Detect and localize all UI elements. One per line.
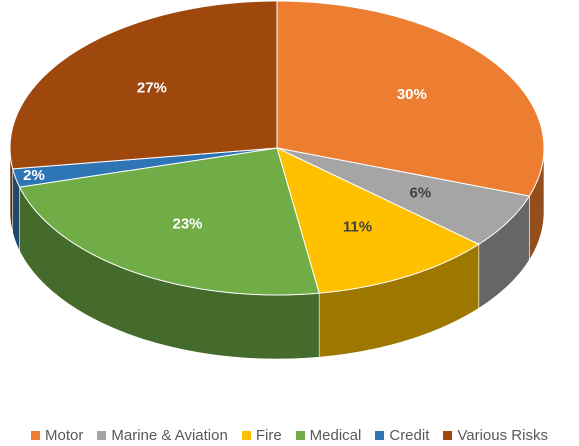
legend-label: Credit <box>389 426 430 444</box>
slice <box>9 0 278 170</box>
pie-area: 30% 6% 11% 23% 2% 27% <box>9 0 545 360</box>
legend-item: Fire <box>241 426 282 444</box>
legend-item: Various Risks <box>443 427 548 444</box>
legend-swatch <box>97 430 107 440</box>
data-label: 6% <box>410 185 432 202</box>
data-label: 23% <box>172 216 202 233</box>
legend-label: Fire <box>255 426 282 444</box>
legend-item: Medical <box>295 426 362 444</box>
legend-item: Marine & Aviation <box>97 426 228 444</box>
legend-swatch <box>31 430 41 440</box>
legend-swatch <box>295 430 305 440</box>
data-label: 27% <box>137 79 167 96</box>
legend-label: Motor <box>45 426 84 444</box>
legend-item: Motor <box>31 427 83 444</box>
slice <box>12 147 278 188</box>
slice <box>18 147 321 296</box>
legend: Motor Marine & Aviation Fire Medical Credit V… <box>0 424 579 446</box>
legend-item: Credit <box>375 427 429 444</box>
legend-swatch <box>375 430 385 440</box>
data-labels: 30% 6% 11% 23% 2% 27% <box>23 79 431 235</box>
legend-swatch <box>443 430 453 440</box>
top-faces <box>9 0 545 296</box>
legend-swatch <box>241 430 251 440</box>
slice <box>276 147 531 245</box>
legend-label: Medical <box>309 426 362 444</box>
legend-label: Various Risks <box>457 426 548 444</box>
legend-label: Marine & Aviation <box>111 426 228 444</box>
data-label: 2% <box>23 167 45 184</box>
slice <box>276 0 545 197</box>
data-label: 30% <box>397 86 427 103</box>
slice <box>276 147 480 294</box>
data-label: 11% <box>343 219 372 236</box>
